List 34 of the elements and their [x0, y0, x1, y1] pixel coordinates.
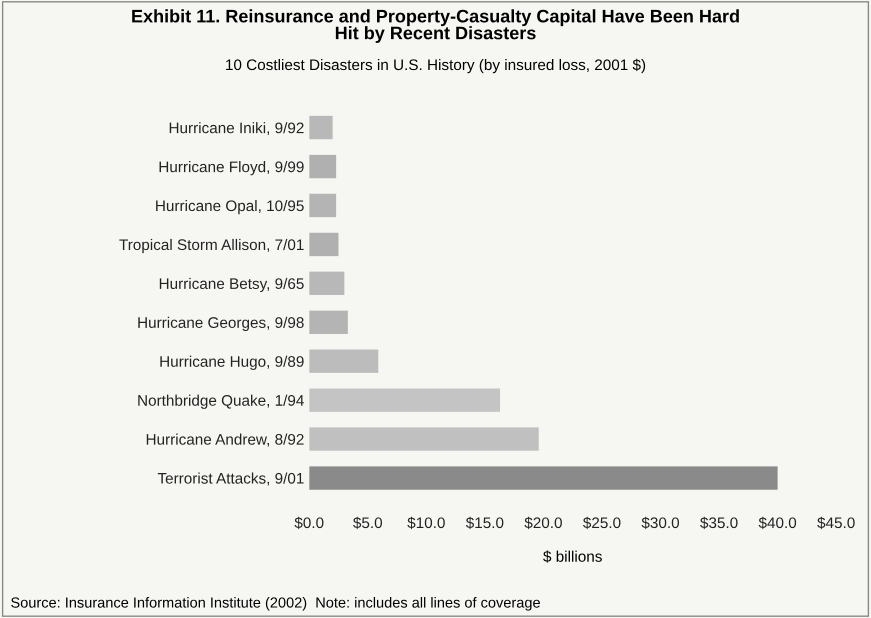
bar — [309, 310, 348, 334]
x-tick-label: $40.0 — [758, 516, 796, 530]
y-tick-label: Northbridge Quake, 1/94 — [138, 394, 304, 409]
y-tick-label: Hurricane Andrew, 8/92 — [146, 434, 304, 447]
y-tick-label: Hurricane Opal, 10/95 — [156, 200, 304, 214]
x-tick-label: $5.0 — [353, 516, 382, 530]
y-tick-label: Hurricane Betsy, 9/65 — [160, 278, 304, 292]
y-tick-label: Hurricane Hugo, 9/89 — [160, 356, 304, 370]
x-tick-label: $30.0 — [642, 516, 680, 530]
bar — [309, 350, 378, 373]
x-tick-label: $25.0 — [583, 516, 620, 530]
bar — [309, 154, 336, 178]
x-tick-label: $0.0 — [294, 516, 324, 530]
bar — [309, 232, 338, 256]
bar — [309, 116, 333, 140]
y-tick-label: Tropical Storm Allison, 7/01 — [119, 238, 304, 254]
chart-title: Exhibit 11. Reinsurance and Property-Casualty Capital Have Been Hard Hit by Recent Disasters — [132, 9, 739, 43]
x-tick-label: $10.0 — [407, 516, 445, 530]
y-tick-label: Hurricane Floyd, 9/99 — [160, 161, 304, 176]
bar — [309, 194, 336, 218]
chart-subtitle: 10 Costliest Disasters in U.S. History (by insured loss, 2001 $) — [226, 58, 646, 74]
y-tick-label: Hurricane Iniki, 9/92 — [170, 122, 304, 136]
x-tick-label: $45.0 — [817, 516, 855, 530]
x-tick-label: $20.0 — [524, 516, 562, 530]
source-note: Source: Insurance Information Institute (2002) Note: includes all lines of coverage — [11, 596, 540, 611]
bar — [309, 466, 778, 490]
x-axis-title: $ billions — [543, 550, 602, 563]
bar — [309, 388, 500, 412]
bar — [309, 427, 539, 451]
y-tick-label: Hurricane Georges, 9/98 — [138, 316, 304, 331]
x-tick-label: $15.0 — [466, 516, 504, 530]
x-tick-label: $35.0 — [700, 516, 738, 530]
y-tick-label: Terrorist Attacks, 9/01 — [158, 472, 304, 486]
bar — [309, 272, 344, 296]
